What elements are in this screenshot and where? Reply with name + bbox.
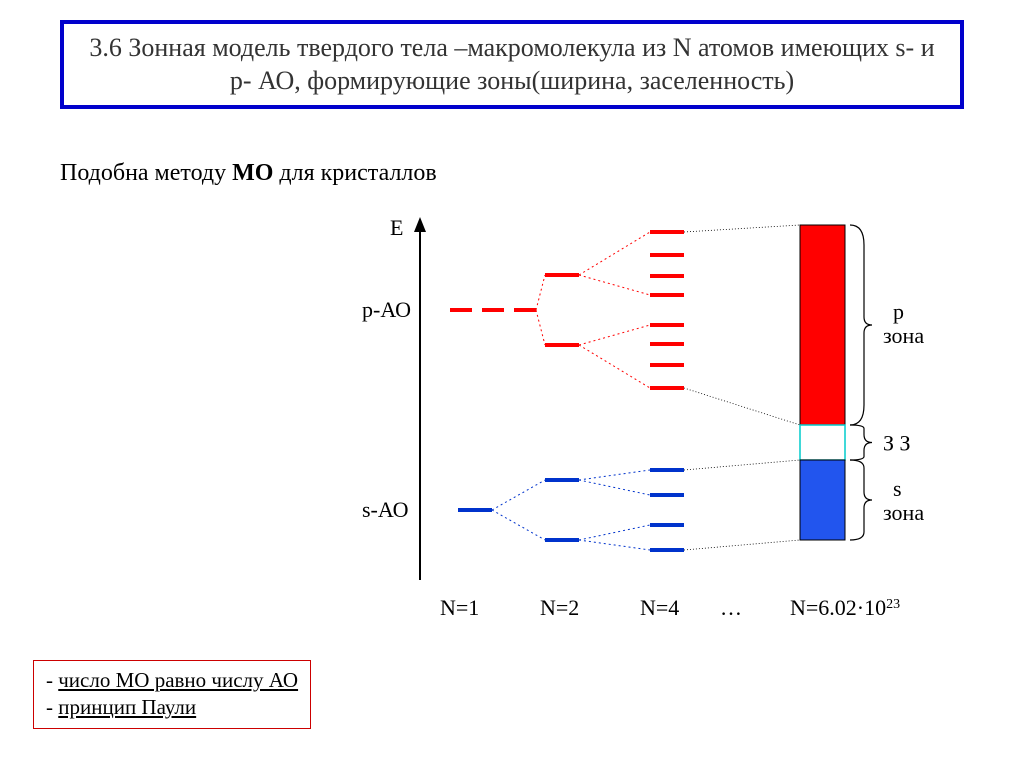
subtitle-suffix: для кристаллов xyxy=(273,160,436,186)
note-line-1: - число МО равно числу АО xyxy=(46,667,298,694)
svg-text:s-АО: s-АО xyxy=(362,497,409,522)
subtitle-prefix: Подобна методу xyxy=(60,160,232,186)
title-box: 3.6 Зонная модель твердого тела –макромо… xyxy=(60,20,964,109)
svg-text:E: E xyxy=(390,215,403,240)
band-diagram: Ep-АОs-АОpзонаЗ ЗsзонаN=1N=2N=4…N=6.02·1… xyxy=(0,200,1024,630)
subtitle: Подобна методу МО для кристаллов xyxy=(60,160,437,187)
svg-text:З З: З З xyxy=(883,431,911,456)
svg-text:N=6.02·1023: N=6.02·1023 xyxy=(790,595,900,620)
note-box: - число МО равно числу АО - принцип Паул… xyxy=(33,660,311,729)
svg-text:зона: зона xyxy=(883,500,924,525)
svg-text:N=2: N=2 xyxy=(540,595,579,620)
subtitle-bold: МО xyxy=(232,160,273,186)
title-text: 3.6 Зонная модель твердого тела –макромо… xyxy=(89,33,934,95)
svg-text:p-АО: p-АО xyxy=(362,297,411,322)
svg-text:зона: зона xyxy=(883,323,924,348)
svg-text:s: s xyxy=(893,476,902,501)
svg-text:…: … xyxy=(720,595,742,620)
svg-text:p: p xyxy=(893,299,904,324)
svg-text:N=1: N=1 xyxy=(440,595,479,620)
svg-text:N=4: N=4 xyxy=(640,595,679,620)
note-line-2: - принцип Паули xyxy=(46,694,298,721)
